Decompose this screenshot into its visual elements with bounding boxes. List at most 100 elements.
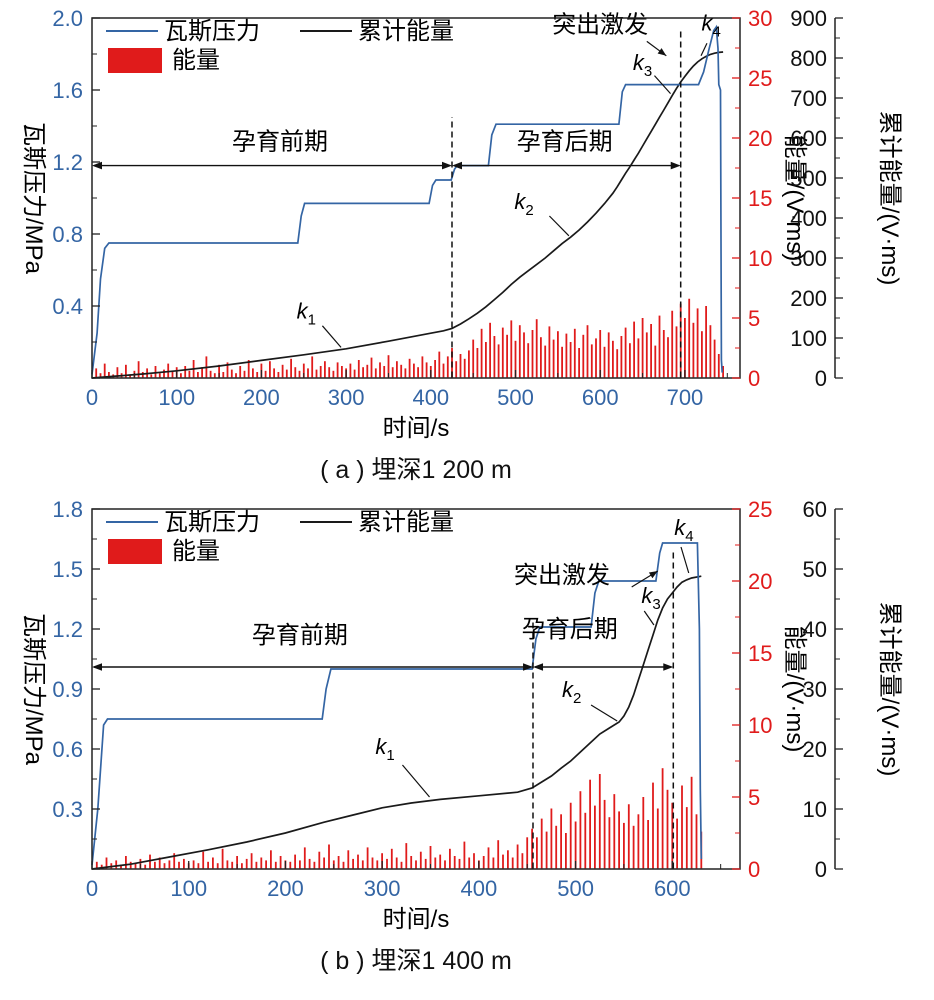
svg-text:60: 60 xyxy=(803,497,827,522)
svg-text:1.2: 1.2 xyxy=(52,617,83,642)
svg-text:0.6: 0.6 xyxy=(52,737,83,762)
legend-cumulative-label: 累计能量 xyxy=(358,509,454,536)
svg-text:1.6: 1.6 xyxy=(52,78,83,103)
svg-text:0: 0 xyxy=(815,857,827,882)
k-annotation: k4 xyxy=(702,11,721,41)
annotation-pointer xyxy=(700,42,708,57)
svg-text:30: 30 xyxy=(748,6,772,31)
energy-axis: 0 5 10 15 20 25 30 能量/(V·ms) xyxy=(732,6,808,391)
phase-label: 孕育后期 xyxy=(522,616,618,643)
svg-text:50: 50 xyxy=(803,557,827,582)
svg-text:0.9: 0.9 xyxy=(52,677,83,702)
x-axis-title: 时间/s xyxy=(383,415,450,442)
energy-bars xyxy=(95,768,703,869)
event-annotation: 突出激发 xyxy=(514,562,610,589)
legend-pressure-label: 瓦斯压力 xyxy=(164,18,260,45)
annotation-pointer xyxy=(631,570,659,588)
phase-label: 孕育后期 xyxy=(517,128,613,155)
svg-text:0: 0 xyxy=(86,385,98,410)
k-annotation: k1 xyxy=(297,299,316,329)
svg-text:5: 5 xyxy=(748,306,760,331)
energy-axis-title: 能量/(V·ms) xyxy=(781,135,808,262)
svg-text:15: 15 xyxy=(748,186,772,211)
svg-text:400: 400 xyxy=(412,385,449,410)
phase-arrow xyxy=(92,663,534,671)
svg-text:20: 20 xyxy=(748,126,772,151)
svg-text:700: 700 xyxy=(667,385,704,410)
cumulative-axis-title: 累计能量/(V·ms) xyxy=(876,602,903,777)
energy-bars xyxy=(95,298,724,378)
pressure-axis: 0.3 0.6 0.9 1.2 1.5 1.8 瓦斯压力/MPa xyxy=(20,497,100,870)
cumulative-energy-line xyxy=(91,575,702,870)
k-annotation: k2 xyxy=(514,189,533,219)
k-annotation: k4 xyxy=(674,515,693,545)
svg-text:700: 700 xyxy=(790,86,827,111)
svg-text:400: 400 xyxy=(790,206,827,231)
energy-axis: 0 5 10 15 20 25 能量/(V·ms) xyxy=(732,497,808,882)
svg-text:1.8: 1.8 xyxy=(52,497,83,522)
caption-a: ( a ) 埋深1 200 m xyxy=(320,456,512,484)
annotation-pointer xyxy=(646,40,667,57)
pressure-axis-title: 瓦斯压力/MPa xyxy=(20,122,47,275)
svg-text:0: 0 xyxy=(748,366,760,391)
cumulative-energy-line xyxy=(91,51,724,379)
svg-text:600: 600 xyxy=(790,126,827,151)
legend-cumulative-label: 累计能量 xyxy=(358,18,454,45)
k-annotation: k3 xyxy=(641,583,660,613)
svg-text:15: 15 xyxy=(748,641,772,666)
k-annotation: k1 xyxy=(375,734,394,764)
svg-text:200: 200 xyxy=(790,286,827,311)
pressure-axis-title: 瓦斯压力/MPa xyxy=(20,613,47,766)
svg-text:300: 300 xyxy=(328,385,365,410)
svg-text:10: 10 xyxy=(748,246,772,271)
svg-text:500: 500 xyxy=(790,166,827,191)
cumulative-axis-title: 累计能量/(V·ms) xyxy=(876,111,903,286)
legend-energy-swatch xyxy=(108,539,162,564)
svg-text:100: 100 xyxy=(790,326,827,351)
svg-text:30: 30 xyxy=(803,677,827,702)
svg-text:20: 20 xyxy=(803,737,827,762)
annotation-pointer xyxy=(321,325,342,348)
svg-text:500: 500 xyxy=(557,876,594,901)
svg-text:1.5: 1.5 xyxy=(52,557,83,582)
svg-text:2.0: 2.0 xyxy=(52,6,83,31)
svg-text:0: 0 xyxy=(86,876,98,901)
k-annotation: k3 xyxy=(633,50,652,80)
svg-text:600: 600 xyxy=(582,385,619,410)
svg-text:0.3: 0.3 xyxy=(52,797,83,822)
k-annotation: k2 xyxy=(562,677,581,707)
legend-pressure-label: 瓦斯压力 xyxy=(164,509,260,536)
gas-pressure-line xyxy=(91,542,703,866)
phase-label: 孕育前期 xyxy=(232,128,328,155)
legend-energy-swatch xyxy=(108,48,162,73)
svg-text:40: 40 xyxy=(803,617,827,642)
figure: 孕育前期 孕育后期 突出激发 k4 k3 k2 k1 0 100 200 300 400 500 600 7… xyxy=(20,6,903,975)
svg-text:500: 500 xyxy=(497,385,534,410)
phase-arrow xyxy=(92,161,452,170)
svg-text:100: 100 xyxy=(158,385,195,410)
svg-text:200: 200 xyxy=(267,876,304,901)
phase-arrow xyxy=(452,161,681,170)
svg-text:900: 900 xyxy=(790,6,827,31)
x-axis: 0 100 200 300 400 500 600 时间/s xyxy=(86,861,722,933)
svg-text:5: 5 xyxy=(748,785,760,810)
svg-text:600: 600 xyxy=(654,876,691,901)
annotation-pointer xyxy=(590,704,618,722)
energy-axis-title: 能量/(V·ms) xyxy=(781,626,808,753)
event-annotation: 突出激发 xyxy=(552,11,648,38)
cumulative-axis: 0 100 200 300 400 500 600 700 800 900 累计能量/(V·ms) xyxy=(790,6,903,391)
annotation-pointer xyxy=(680,546,690,574)
svg-text:10: 10 xyxy=(803,797,827,822)
legend-energy-label: 能量 xyxy=(172,47,220,74)
svg-text:300: 300 xyxy=(364,876,401,901)
cumulative-axis: 0 10 20 30 40 50 60 累计能量/(V·ms) xyxy=(803,497,903,882)
phase-label: 孕育前期 xyxy=(252,622,348,649)
caption-b: ( b ) 埋深1 400 m xyxy=(320,947,512,975)
svg-text:0.4: 0.4 xyxy=(52,294,83,319)
gas-pressure-line xyxy=(91,24,724,375)
svg-text:25: 25 xyxy=(748,66,772,91)
svg-text:25: 25 xyxy=(748,497,772,522)
